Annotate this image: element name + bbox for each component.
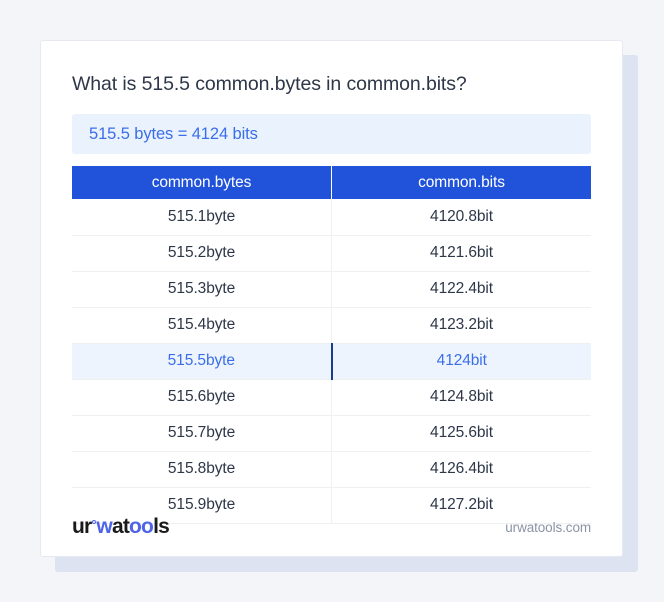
table-header: common.bytes common.bits (72, 166, 591, 199)
cell-bytes: 515.4byte (72, 307, 332, 344)
cell-bits: 4126.4bit (331, 451, 591, 488)
cell-bytes: 515.8byte (72, 451, 332, 488)
page-title: What is 515.5 common.bytes in common.bit… (72, 73, 467, 95)
cell-bits: 4120.8bit (331, 199, 591, 236)
cell-bits: 4125.6bit (331, 415, 591, 452)
logo-part-oo: oo (129, 515, 154, 538)
cell-bytes: 515.5byte (72, 343, 333, 380)
cell-bytes: 515.9byte (72, 487, 332, 524)
cell-bytes: 515.2byte (72, 235, 332, 272)
table-row[interactable]: 515.9byte 4127.2bit (72, 487, 591, 524)
logo-part-at: at (111, 515, 130, 538)
column-header-bits[interactable]: common.bits (331, 166, 591, 199)
cell-bytes: 515.7byte (72, 415, 332, 452)
table-header-row: common.bytes common.bits (72, 166, 591, 199)
logo-dot-icon (91, 520, 96, 524)
table-row[interactable]: 515.5byte 4124bit (72, 343, 591, 380)
logo-part-ur: ur (72, 515, 92, 538)
conversion-table: common.bytes common.bits 515.1byte 4120.8… (72, 166, 591, 524)
cell-bytes: 515.3byte (72, 271, 332, 308)
cell-bits: 4124bit (331, 343, 591, 380)
cell-bytes: 515.6byte (72, 379, 332, 416)
answer-banner-text: 515.5 bytes = 4124 bits (89, 124, 258, 143)
cell-bits: 4127.2bit (331, 487, 591, 524)
table-row[interactable]: 515.8byte 4126.4bit (72, 451, 591, 488)
logo-part-ls: ls (153, 515, 170, 538)
cell-bits: 4124.8bit (331, 379, 591, 416)
cell-bytes: 515.1byte (72, 199, 332, 236)
table-row[interactable]: 515.4byte 4123.2bit (72, 307, 591, 344)
logo-part-w: w (96, 515, 112, 538)
answer-banner: 515.5 bytes = 4124 bits (72, 114, 591, 154)
column-header-bytes[interactable]: common.bytes (72, 166, 332, 199)
conversion-card: What is 515.5 common.bytes in common.bit… (40, 40, 623, 557)
table-row[interactable]: 515.6byte 4124.8bit (72, 379, 591, 416)
brand-logo[interactable]: ur w at oo ls (72, 515, 170, 539)
table-row[interactable]: 515.3byte 4122.4bit (72, 271, 591, 308)
table-row[interactable]: 515.1byte 4120.8bit (72, 199, 591, 236)
table-row[interactable]: 515.2byte 4121.6bit (72, 235, 591, 272)
footer-site-url: urwatools.com (505, 519, 591, 535)
cell-bits: 4122.4bit (331, 271, 591, 308)
card-footer: ur w at oo ls urwatools.com (72, 510, 591, 544)
cell-bits: 4123.2bit (331, 307, 591, 344)
table-body: 515.1byte 4120.8bit 515.2byte 4121.6bit 515.… (72, 199, 591, 524)
table-row[interactable]: 515.7byte 4125.6bit (72, 415, 591, 452)
cell-bits: 4121.6bit (331, 235, 591, 272)
